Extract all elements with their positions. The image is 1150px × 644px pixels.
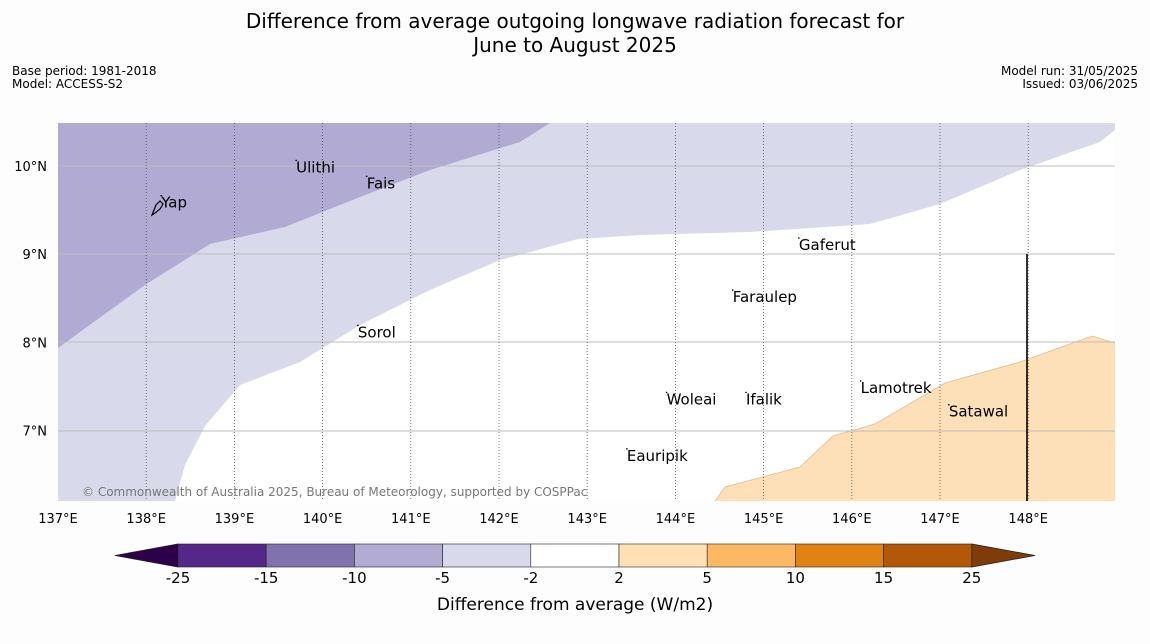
colorbar-segment: [442, 543, 532, 568]
issued-date: Issued: 03/06/2025: [1022, 77, 1138, 91]
lon-tick-labels: 137°E 138°E 139°E 140°E 141°E 142°E 143°E 144°E…: [38, 512, 1048, 527]
colorbar-extend-low: [114, 543, 179, 568]
lon-tick-label: 148°E: [1008, 512, 1048, 527]
place-lamotrek: Lamotrek: [859, 379, 932, 397]
place-eauripik: Eauripik: [626, 447, 688, 465]
colorbar-tick: -2: [523, 569, 538, 587]
place-marker: [160, 194, 162, 197]
place-label: Yap: [160, 194, 187, 212]
lon-tick-label: 147°E: [920, 512, 960, 527]
lon-tick-label: 140°E: [303, 512, 343, 527]
lat-tick-labels: 10°N 9°N 8°N 7°N: [14, 160, 47, 440]
place-marker: [295, 159, 297, 162]
contour-orange-edge: [714, 335, 1115, 501]
yap-island-icon: [150, 200, 164, 217]
place-ifalik: Ifalik: [745, 390, 782, 408]
place-label: Fais: [367, 174, 396, 192]
lon-gridlines: [145, 123, 1029, 501]
place-label: Lamotrek: [861, 379, 932, 397]
lon-tick-label: 141°E: [391, 512, 431, 527]
place-marker: [665, 391, 668, 394]
place-yap: Yap: [160, 194, 187, 212]
place-label: Ifalik: [746, 390, 782, 408]
lat-tick-label: 7°N: [23, 425, 48, 440]
place-label: Faraulep: [733, 288, 797, 306]
place-ulithi: Ulithi: [295, 158, 335, 176]
colorbar-segment: [883, 543, 973, 568]
lon-tick-label: 146°E: [832, 512, 872, 527]
place-label: Sorol: [358, 323, 396, 341]
colorbar-tick: 25: [962, 569, 981, 587]
place-label: Ulithi: [296, 158, 335, 176]
place-label: Gaferut: [799, 236, 856, 254]
contour-light-orange: [715, 336, 1115, 501]
colorbar-tick: -15: [254, 569, 279, 587]
title-line-2: June to August 2025: [473, 33, 677, 57]
run-info: Model run: 31/05/2025 Issued: 03/06/2025: [1001, 65, 1138, 91]
colorbar-segment: [530, 543, 620, 568]
place-marker: [357, 324, 359, 327]
place-marker: [948, 403, 950, 406]
lat-tick-label: 8°N: [23, 336, 48, 351]
colorbar-segment: [618, 543, 708, 568]
colorbar-segment: [706, 543, 796, 568]
colorbar-tick-labels: -25 -15 -10 -5 -2 2 5 10 15 25: [166, 569, 982, 587]
place-faraulep: Faraulep: [731, 288, 797, 306]
place-marker: [798, 237, 800, 239]
colorbar-segment: [795, 543, 884, 568]
contour-light-purple: [58, 123, 1115, 501]
place-marker: [626, 448, 628, 450]
colorbar-tick: -5: [435, 569, 450, 587]
colorbar-tick: -25: [166, 569, 191, 587]
colorbar: [114, 543, 1036, 568]
place-marker: [365, 175, 368, 178]
colorbar-segment: [177, 543, 267, 568]
colorbar-tick: 2: [614, 569, 624, 587]
colorbar-tick: 5: [702, 569, 712, 587]
place-marker: [731, 289, 734, 291]
colorbar-tick: 15: [874, 569, 893, 587]
map-title: Difference from average outgoing longwav…: [0, 9, 1150, 57]
base-period: Base period: 1981-2018: [12, 64, 157, 78]
colorbar-segment: [265, 543, 355, 568]
lon-tick-label: 142°E: [479, 512, 519, 527]
place-sorol: Sorol: [357, 323, 396, 341]
colorbar-tick: -10: [342, 569, 367, 587]
place-satawal: Satawal: [948, 403, 1008, 421]
place-label: Woleai: [667, 390, 717, 408]
lon-tick-label: 137°E: [38, 512, 78, 527]
lon-tick-label: 145°E: [744, 512, 784, 527]
colorbar-extend-high: [971, 543, 1036, 568]
place-label: Eauripik: [627, 447, 688, 465]
lat-tick-label: 10°N: [14, 160, 47, 175]
lat-tick-label: 9°N: [23, 248, 48, 263]
place-fais: Fais: [365, 174, 396, 192]
colorbar-segment: [354, 543, 443, 568]
map-area: Yap Ulithi Fais Gaferut Faraulep Sorol Woleai I…: [58, 123, 1115, 501]
place-marker: [745, 391, 747, 394]
lon-tick-label: 144°E: [656, 512, 696, 527]
place-marker: [859, 380, 862, 382]
colorbar-tick: 10: [786, 569, 805, 587]
base-info: Base period: 1981-2018 Model: ACCESS-S2: [12, 65, 157, 91]
place-woleai: Woleai: [665, 390, 717, 408]
title-line-1: Difference from average outgoing longwav…: [245, 9, 905, 33]
copyright-text: © Commonwealth of Australia 2025, Bureau…: [82, 485, 587, 499]
place-label: Satawal: [949, 403, 1008, 421]
place-gaferut: Gaferut: [798, 236, 856, 254]
lon-tick-label: 143°E: [567, 512, 607, 527]
place-labels: Yap Ulithi Fais Gaferut Faraulep Sorol Woleai I…: [160, 158, 1008, 464]
model-run: Model run: 31/05/2025: [1000, 64, 1138, 78]
colorbar-label: Difference from average (W/m2): [437, 595, 713, 615]
contour-medium-purple: [58, 123, 550, 348]
lon-tick-label: 139°E: [215, 512, 255, 527]
model-name: Model: ACCESS-S2: [12, 77, 124, 91]
lon-tick-label: 138°E: [126, 512, 166, 527]
